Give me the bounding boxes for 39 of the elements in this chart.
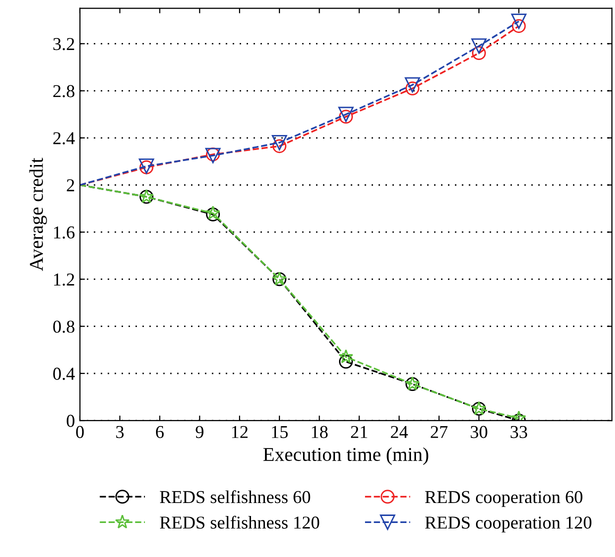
x-tick-label: 27	[430, 426, 448, 438]
x-tick-label: 6	[156, 426, 164, 438]
x-tick-label: 15	[272, 426, 288, 438]
point	[338, 106, 354, 122]
point	[511, 14, 526, 29]
legend-label: REDS selfishness 60	[160, 490, 310, 504]
legend-label: REDS selfishness 120	[160, 516, 320, 529]
x-tick-label: 0	[76, 426, 84, 438]
y-axis-title: Average credit	[29, 158, 47, 272]
y-tick-label: 0.4	[53, 368, 75, 380]
x-axis-title: Execution time (min)	[263, 447, 428, 465]
y-tick-label: 2	[66, 179, 74, 192]
y-tick-label: 2.4	[53, 132, 75, 144]
x-tick-label: 12	[232, 426, 248, 438]
y-tick-label: 0	[66, 414, 74, 427]
y-tick-label: 0.8	[53, 320, 74, 333]
point	[472, 46, 486, 60]
y-tick-label: 2.8	[53, 85, 74, 98]
x-tick-label: 30	[470, 426, 488, 438]
point	[338, 110, 353, 124]
x-tick-label: 18	[312, 426, 328, 438]
point	[405, 81, 420, 96]
point	[512, 19, 526, 33]
point	[471, 38, 487, 54]
point	[272, 139, 286, 154]
point	[338, 349, 354, 364]
y-tick-label: 1.6	[54, 226, 75, 239]
point	[404, 77, 420, 93]
x-tick-label: 21	[351, 426, 368, 438]
y-tick-label: 1.2	[54, 274, 74, 286]
point	[338, 354, 353, 369]
x-tick-label: 9	[196, 426, 204, 438]
point	[272, 134, 288, 150]
y-tick-label: 3.2	[53, 38, 74, 50]
x-tick-label: 33	[510, 426, 528, 438]
legend-label: REDS cooperation 60	[425, 491, 582, 507]
legend-label: REDS cooperation 120	[425, 516, 592, 532]
x-tick-label: 24	[390, 426, 408, 438]
x-tick-label: 3	[116, 426, 124, 438]
